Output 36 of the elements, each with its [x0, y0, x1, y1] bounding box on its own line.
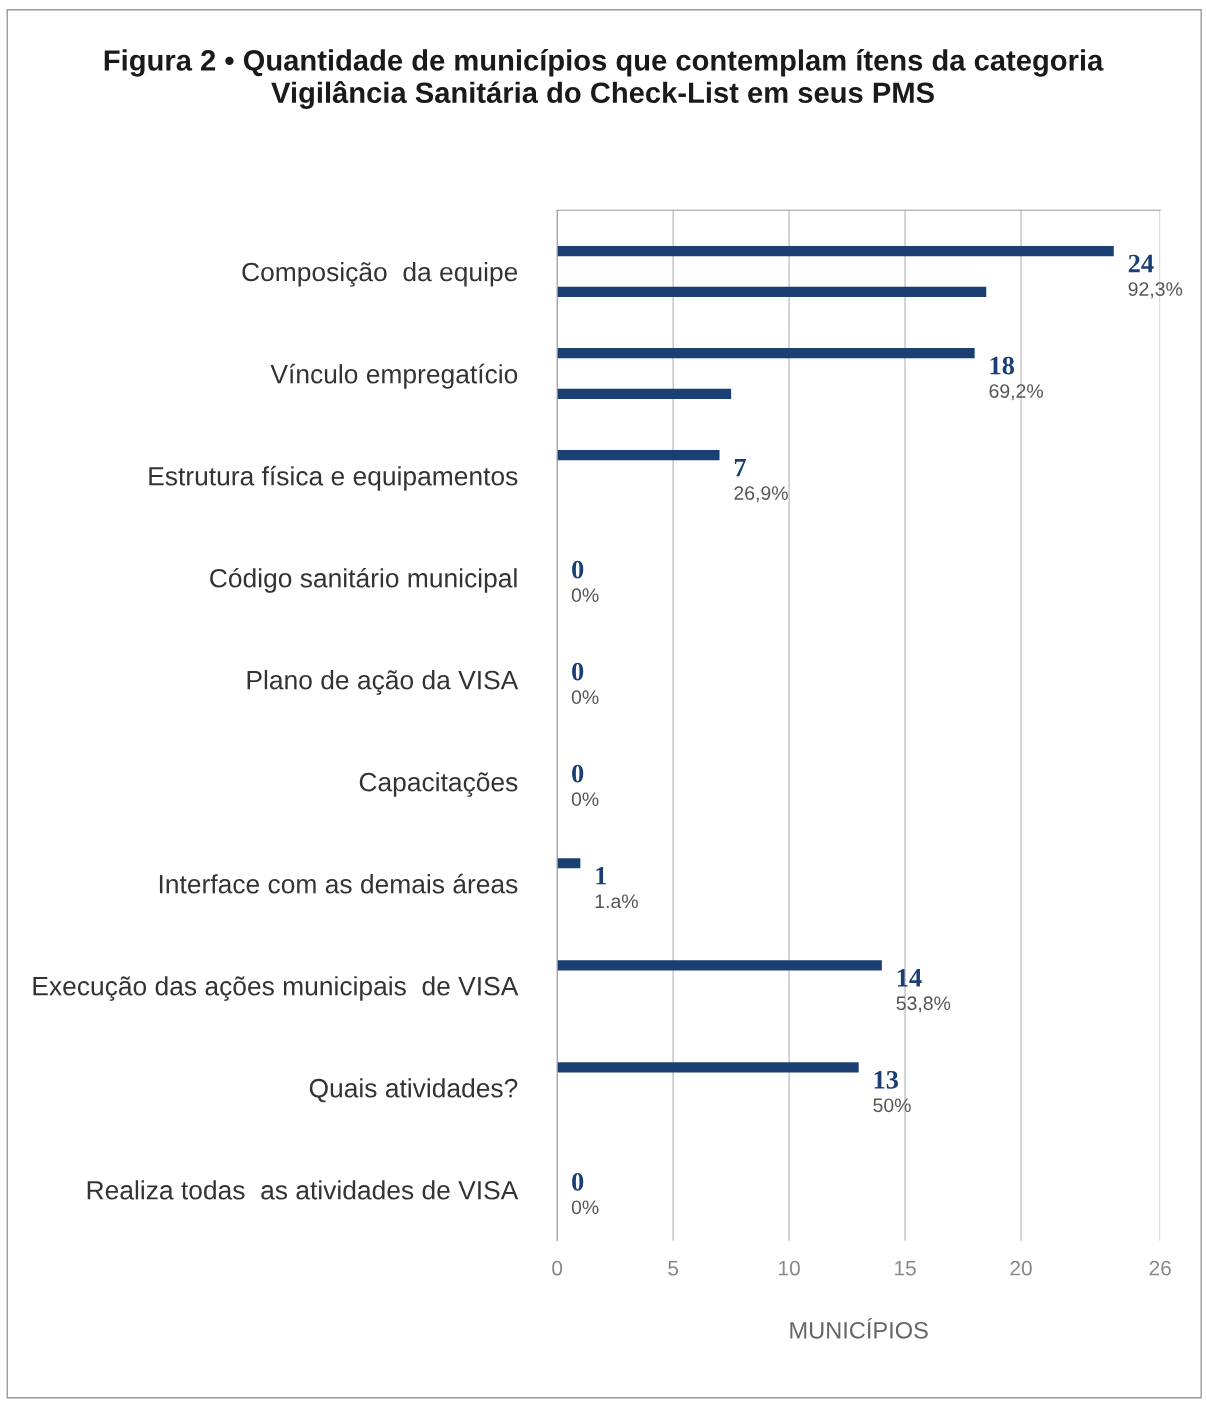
y-tick-label: Quais atividades?: [309, 1078, 518, 1103]
y-tick-label: Realiza todas as atividades de VISA: [87, 1180, 519, 1200]
bar: [557, 388, 732, 400]
bar: [557, 286, 987, 298]
y-tick-label: Capacitações: [359, 772, 518, 797]
chart-title: Figura 2 • Quantidade de municípios que contemplam ítens da categoria Vigilância Sanitária do Check-List em seus PMS: [104, 49, 1104, 109]
x-tick-label: 26: [1149, 1260, 1171, 1276]
y-tick-label: Estrutura física e equipamentos: [149, 465, 518, 491]
x-axis-title: MUNICÍPIOS: [790, 1317, 928, 1339]
data-label: 0 0%: [571, 1172, 599, 1215]
y-tick-label: Vínculo empregatício: [270, 363, 518, 389]
x-tick-label: 15: [895, 1260, 916, 1276]
x-tick-label: 20: [1010, 1260, 1032, 1276]
data-label: 0 0%: [571, 662, 599, 705]
data-label: 18 69,2%: [989, 356, 1043, 401]
x-tick-label: 10: [779, 1260, 800, 1276]
data-label: 24 92,3%: [1128, 254, 1183, 299]
x-tick-label: 0: [552, 1260, 563, 1276]
bar: [557, 858, 581, 869]
x-tick-label: 5: [668, 1260, 679, 1276]
y-tick-label: Plano de ação da VISA: [247, 670, 519, 695]
data-label: 1 1.a%: [595, 866, 638, 909]
y-tick-label: Código sanitário municipal: [210, 567, 517, 593]
bar: [557, 960, 882, 971]
data-label: 7 26,9%: [734, 458, 788, 503]
y-tick-label: Composição da equipe: [242, 261, 518, 287]
y-tick-label: Interface com as demais áreas: [159, 873, 518, 894]
y-tick-label: Execução das ações municipais de VISA: [33, 976, 519, 1001]
bar: [557, 450, 720, 461]
bar: [557, 246, 1114, 257]
data-label: 14 53,8%: [896, 968, 951, 1013]
data-label: 13 50%: [873, 1070, 911, 1113]
bar: [557, 348, 975, 359]
bar: [557, 1062, 859, 1073]
data-label: 0 0%: [571, 764, 599, 807]
data-label: 0 0%: [571, 560, 599, 603]
